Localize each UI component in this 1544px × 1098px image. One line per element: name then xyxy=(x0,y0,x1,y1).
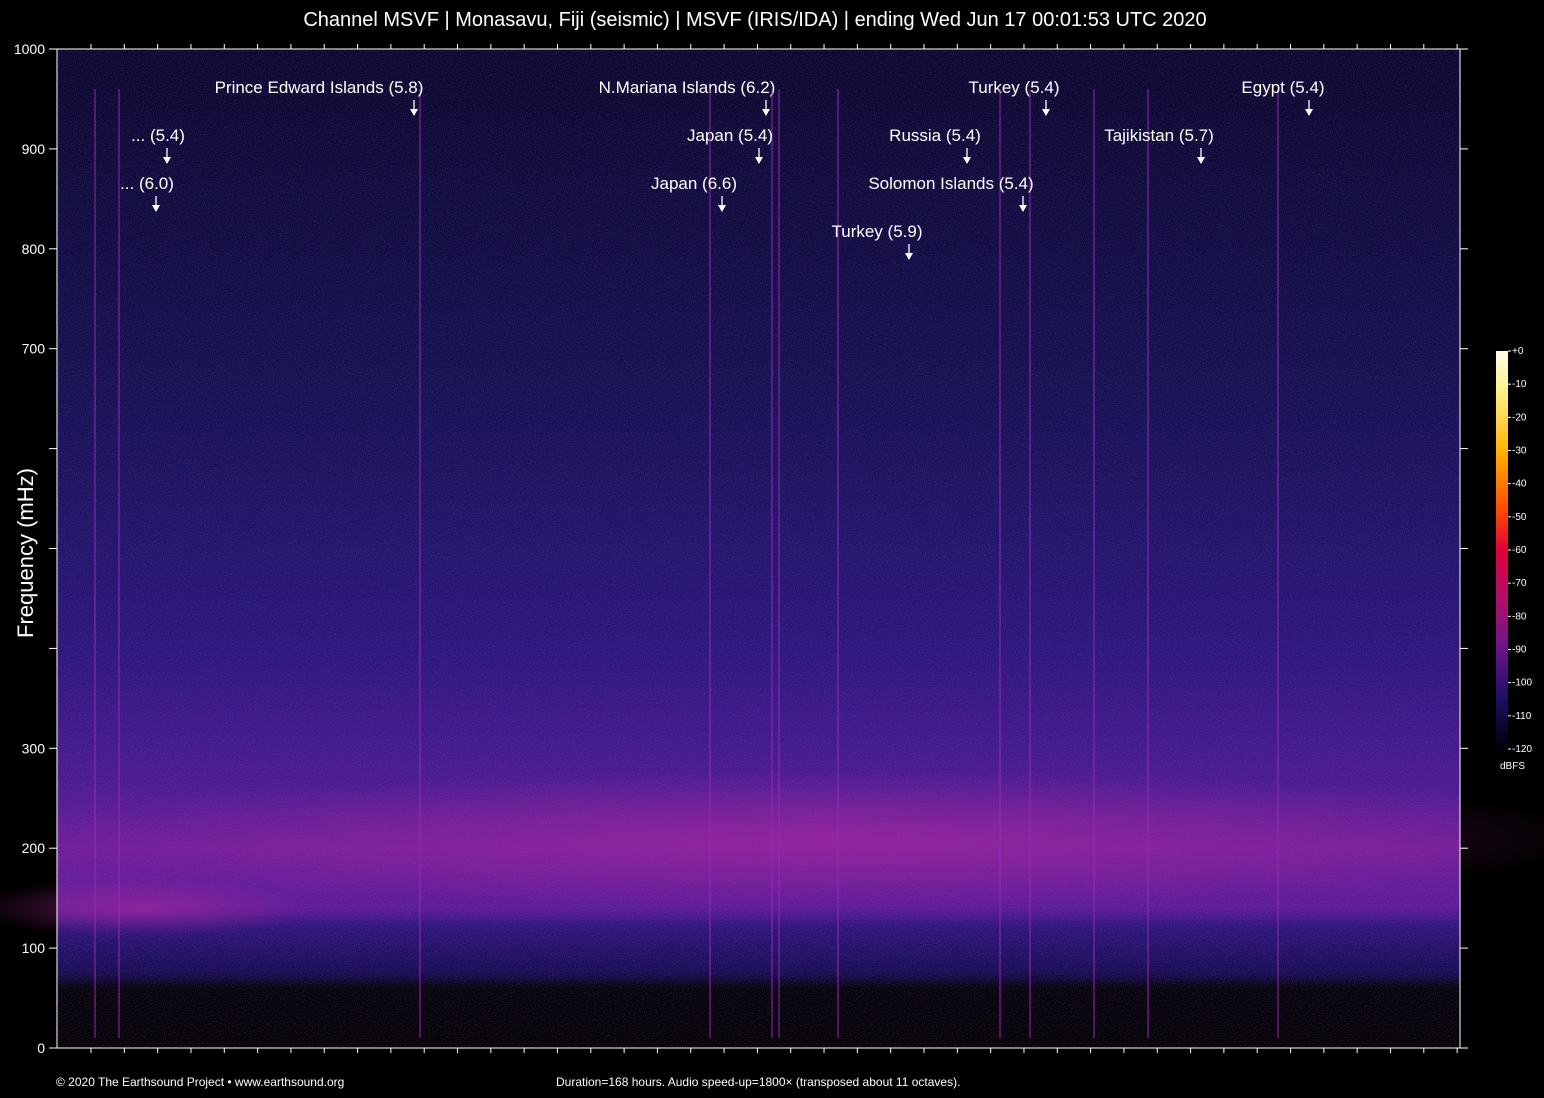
y-tick-label: 800 xyxy=(22,241,46,257)
y-tick-label: 100 xyxy=(22,940,46,956)
y-tick-label: 300 xyxy=(22,740,46,756)
event-arrow-head xyxy=(905,253,913,260)
event-label: Japan (6.6) xyxy=(651,174,737,193)
event-arrow-head xyxy=(152,205,160,212)
colorbar-tick-label: -100 xyxy=(1512,678,1532,689)
colorbar-tick-label: -20 xyxy=(1512,412,1527,423)
colorbar-tick-label: -40 xyxy=(1512,479,1527,490)
chart-title: Channel MSVF | Monasavu, Fiji (seismic) … xyxy=(303,9,1207,31)
event-arrow-head xyxy=(163,157,171,164)
y-axis-label: Frequency (mHz) xyxy=(13,468,38,638)
y-tick-label: 900 xyxy=(22,141,46,157)
colorbar xyxy=(1496,351,1508,749)
event-label: ... (5.4) xyxy=(131,126,185,145)
event-label: ... (6.0) xyxy=(120,174,174,193)
duration-footer: Duration=168 hours. Audio speed-up=1800×… xyxy=(556,1075,961,1089)
event-label: Egypt (5.4) xyxy=(1241,78,1324,97)
colorbar-tick-label: -70 xyxy=(1512,578,1527,589)
y-tick-label: 200 xyxy=(22,840,46,856)
event-label: Turkey (5.4) xyxy=(968,78,1059,97)
event-arrow-head xyxy=(410,109,418,116)
event-label: Solomon Islands (5.4) xyxy=(868,174,1033,193)
event-label: Turkey (5.9) xyxy=(831,222,922,241)
event-arrow-head xyxy=(1197,157,1205,164)
colorbar-tick-label: -50 xyxy=(1512,512,1527,523)
colorbar-tick-label: -30 xyxy=(1512,446,1527,457)
colorbar-tick-label: -110 xyxy=(1512,711,1532,722)
chart-marks: 0 100 200 300 700 800 900 1000 Prince Edward Isl… xyxy=(14,41,1533,1056)
y-tick-label: 1000 xyxy=(14,41,45,57)
event-arrow-head xyxy=(762,109,770,116)
copyright-footer: © 2020 The Earthsound Project • www.eart… xyxy=(56,1075,345,1089)
colorbar-tick-label: -60 xyxy=(1512,545,1527,556)
colorbar-unit: dBFS xyxy=(1500,761,1526,772)
event-arrow-head xyxy=(1305,109,1313,116)
event-label: Japan (5.4) xyxy=(687,126,773,145)
y-tick-label: 0 xyxy=(37,1040,45,1056)
event-arrow-head xyxy=(755,157,763,164)
colorbar-tick-label: -10 xyxy=(1512,379,1527,390)
event-arrow-head xyxy=(1042,109,1050,116)
event-arrow-head xyxy=(718,205,726,212)
plot-area xyxy=(0,49,1544,1048)
event-label: Tajikistan (5.7) xyxy=(1104,126,1214,145)
energy-band-glow-left xyxy=(0,878,310,939)
colorbar-tick-label: -80 xyxy=(1512,611,1527,622)
event-label: N.Mariana Islands (6.2) xyxy=(599,78,776,97)
event-label: Prince Edward Islands (5.8) xyxy=(215,78,424,97)
event-arrow-head xyxy=(963,157,971,164)
event-label: Russia (5.4) xyxy=(889,126,981,145)
event-arrow-head xyxy=(1019,205,1027,212)
colorbar-tick-label: -120 xyxy=(1512,744,1532,755)
colorbar-tick-label: +0 xyxy=(1512,346,1524,357)
colorbar-tick-label: -90 xyxy=(1512,645,1527,656)
y-tick-label: 700 xyxy=(22,341,46,357)
energy-band-glow xyxy=(57,768,1544,909)
